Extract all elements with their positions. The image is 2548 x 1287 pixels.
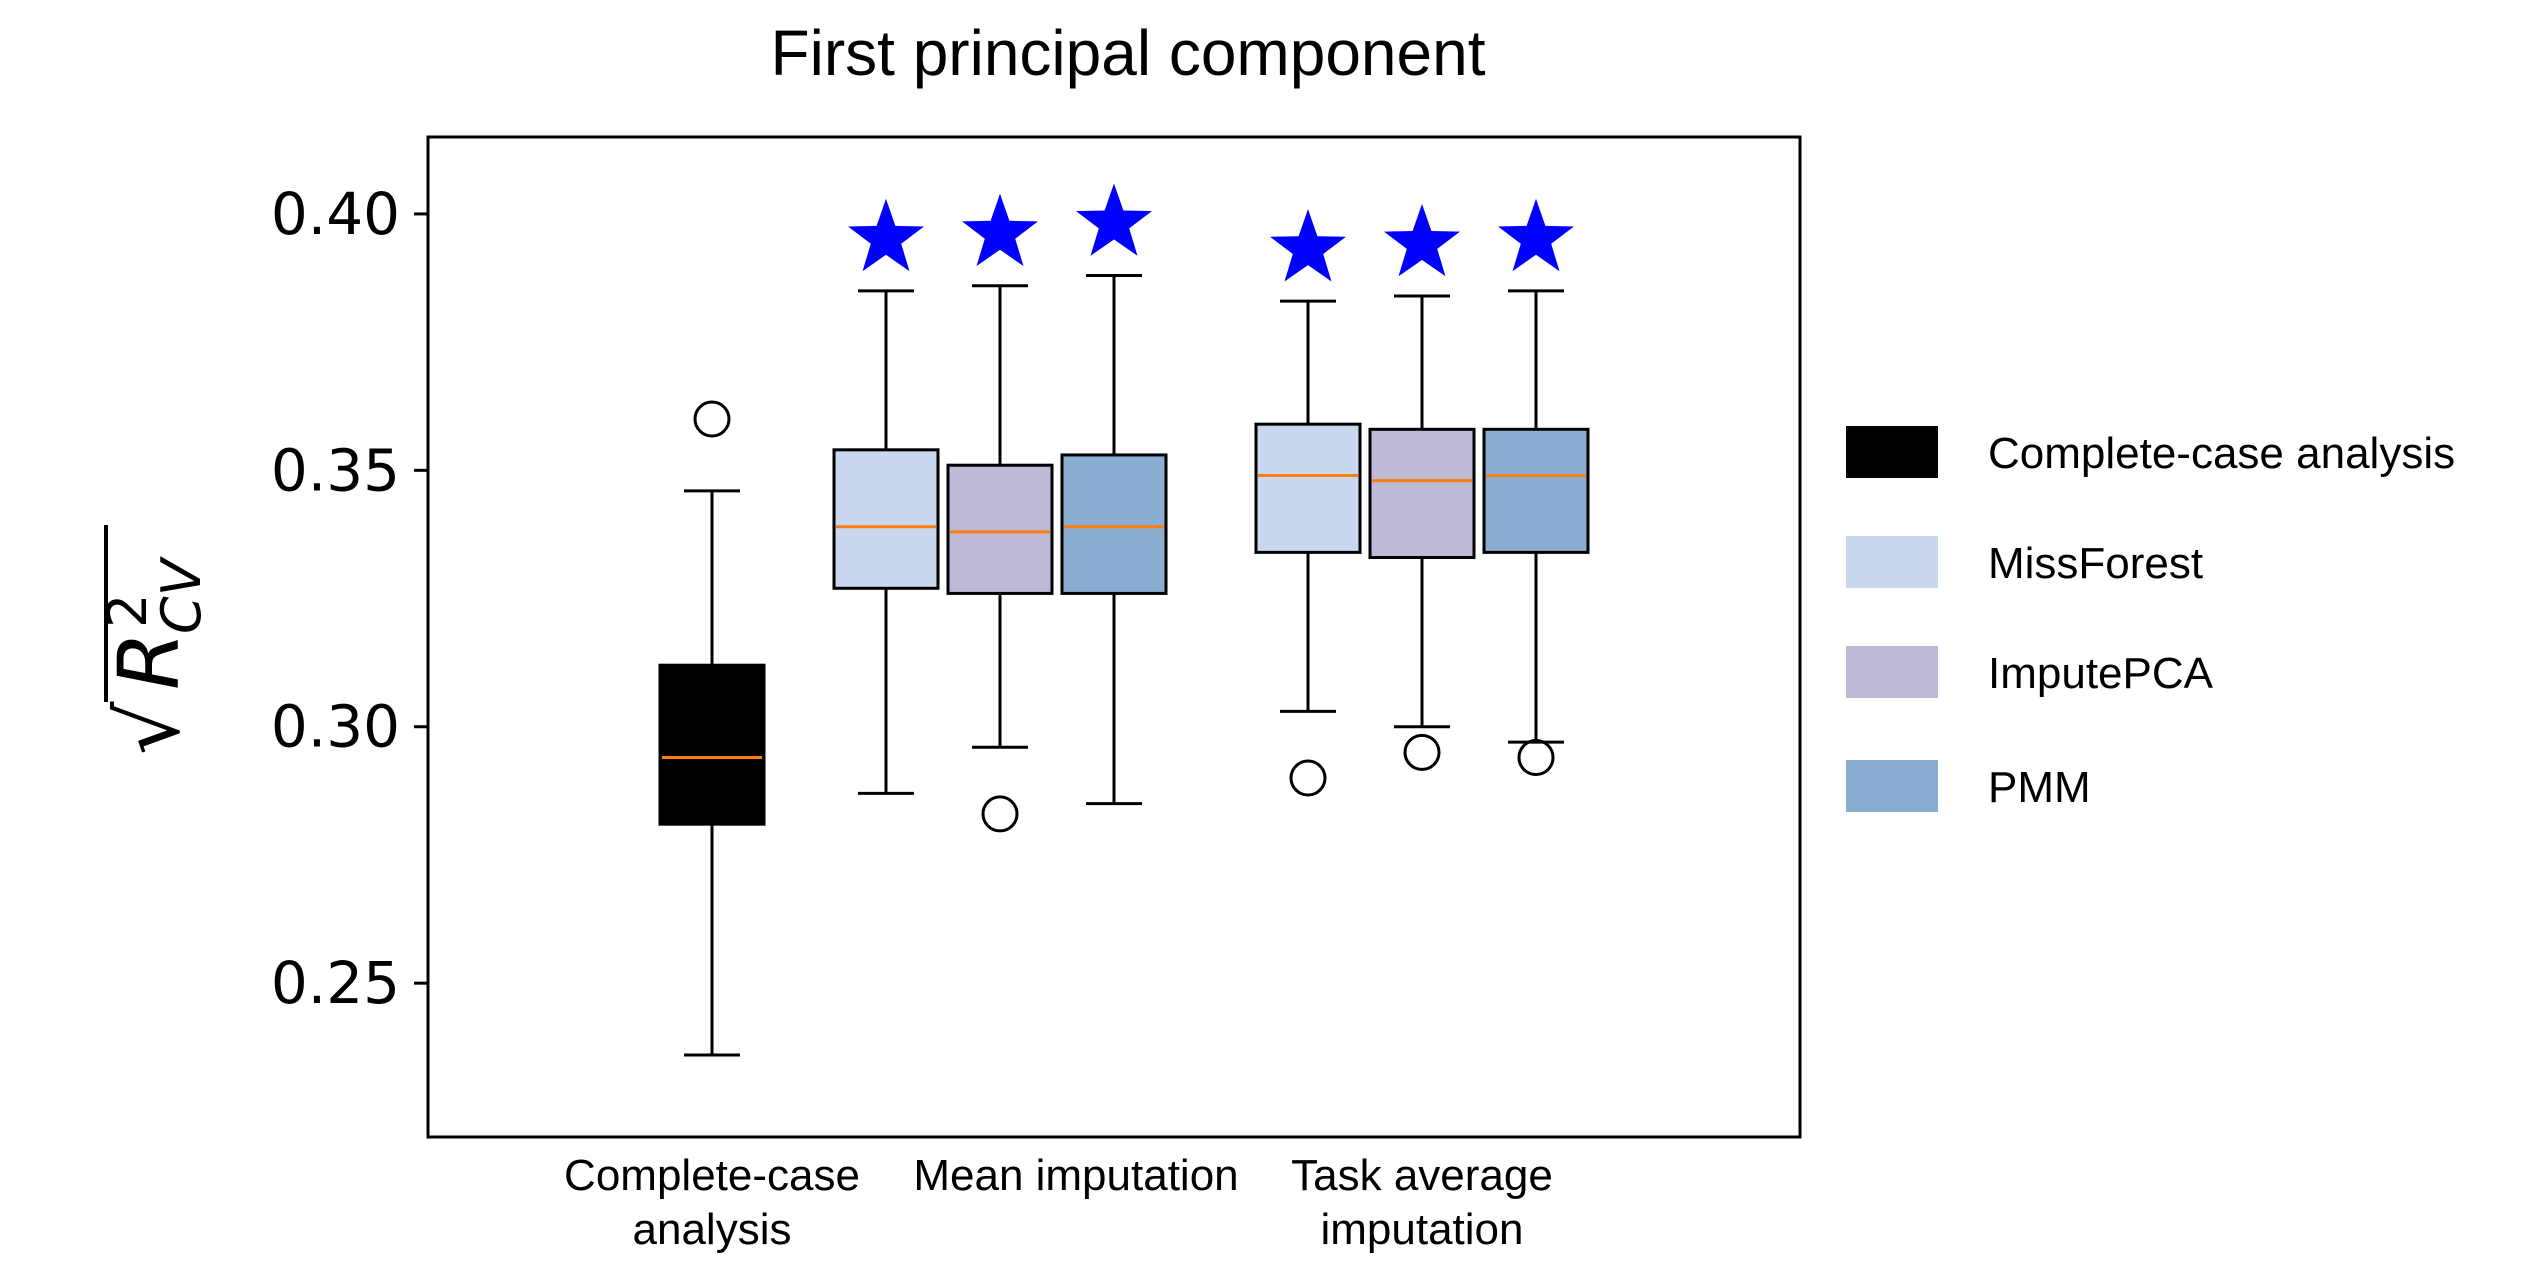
outlier-point: [693, 400, 731, 438]
y-axis-label-group: √ R 2CV: [96, 525, 213, 755]
box-imputepca: [1368, 204, 1476, 771]
box-iqr: [1060, 453, 1168, 595]
significance-star-icon: [962, 193, 1038, 267]
plot-frame: [426, 135, 1802, 1139]
significance-star-icon: [1384, 204, 1460, 277]
chart-title: First principal component: [771, 17, 1486, 89]
x-axis: Complete-case analysis Mean imputation Task…: [564, 1151, 1553, 1254]
y-axis: 0.25 0.30 0.35 0.40: [271, 180, 428, 1017]
legend-label: ImputePCA: [1988, 649, 2214, 698]
x-category-label-line: Mean imputation: [913, 1151, 1238, 1200]
box-iqr: [832, 448, 940, 590]
y-tick-label: 0.30: [271, 693, 400, 761]
outlier-point: [1403, 733, 1441, 771]
y-axis-label-sub: CV: [150, 555, 213, 634]
significance-star-icon: [848, 198, 924, 272]
box-iqr: [1482, 427, 1590, 554]
box-imputepca: [946, 193, 1054, 833]
legend-swatch: [1846, 646, 1938, 698]
x-category-label-line: Complete-case: [564, 1151, 860, 1200]
y-tick-label: 0.25: [271, 949, 400, 1017]
box-missforest: [832, 198, 940, 795]
y-axis-label-sup: 2: [96, 594, 159, 628]
x-category-label: Task average imputation: [1291, 1151, 1553, 1254]
legend-item: ImputePCA: [1846, 646, 2214, 698]
y-tick-label: 0.35: [271, 436, 400, 504]
y-axis-label: √ R 2CV: [96, 525, 213, 755]
significance-star-icon: [1498, 198, 1574, 272]
legend-item: MissForest: [1846, 536, 2203, 588]
box-iqr: [946, 463, 1054, 595]
box-missforest: [1254, 209, 1362, 797]
legend: Complete-case analysis MissForest ImputePC…: [1846, 426, 2455, 812]
y-axis-label-base: R: [100, 632, 198, 690]
x-category-label-line: Task average: [1291, 1151, 1553, 1200]
x-category-label-line: analysis: [633, 1205, 792, 1254]
legend-label: MissForest: [1988, 539, 2203, 588]
box-pmm: [1482, 198, 1590, 777]
outlier-point: [1517, 739, 1555, 777]
legend-swatch: [1846, 536, 1938, 588]
significance-star-icon: [1270, 209, 1346, 282]
x-category-label-line: imputation: [1320, 1205, 1523, 1254]
legend-label: PMM: [1988, 763, 2091, 812]
legend-label: Complete-case analysis: [1988, 429, 2455, 478]
legend-swatch: [1846, 426, 1938, 478]
box-complete-case-analysis: [658, 400, 766, 1057]
legend-item: PMM: [1846, 760, 2091, 812]
y-tick-label: 0.40: [271, 180, 400, 248]
x-category-label: Mean imputation: [913, 1151, 1238, 1200]
x-category-label: Complete-case analysis: [564, 1151, 860, 1254]
box-pmm: [1060, 183, 1168, 806]
y-axis-label-root: √: [100, 701, 198, 755]
outlier-point: [981, 795, 1019, 833]
box-iqr: [1368, 427, 1476, 560]
legend-item: Complete-case analysis: [1846, 426, 2455, 478]
box-iqr: [658, 663, 766, 826]
outlier-point: [1289, 759, 1327, 797]
legend-swatch: [1846, 760, 1938, 812]
box-iqr: [1254, 422, 1362, 554]
significance-star-icon: [1076, 183, 1152, 256]
box-series: [658, 183, 1590, 1057]
